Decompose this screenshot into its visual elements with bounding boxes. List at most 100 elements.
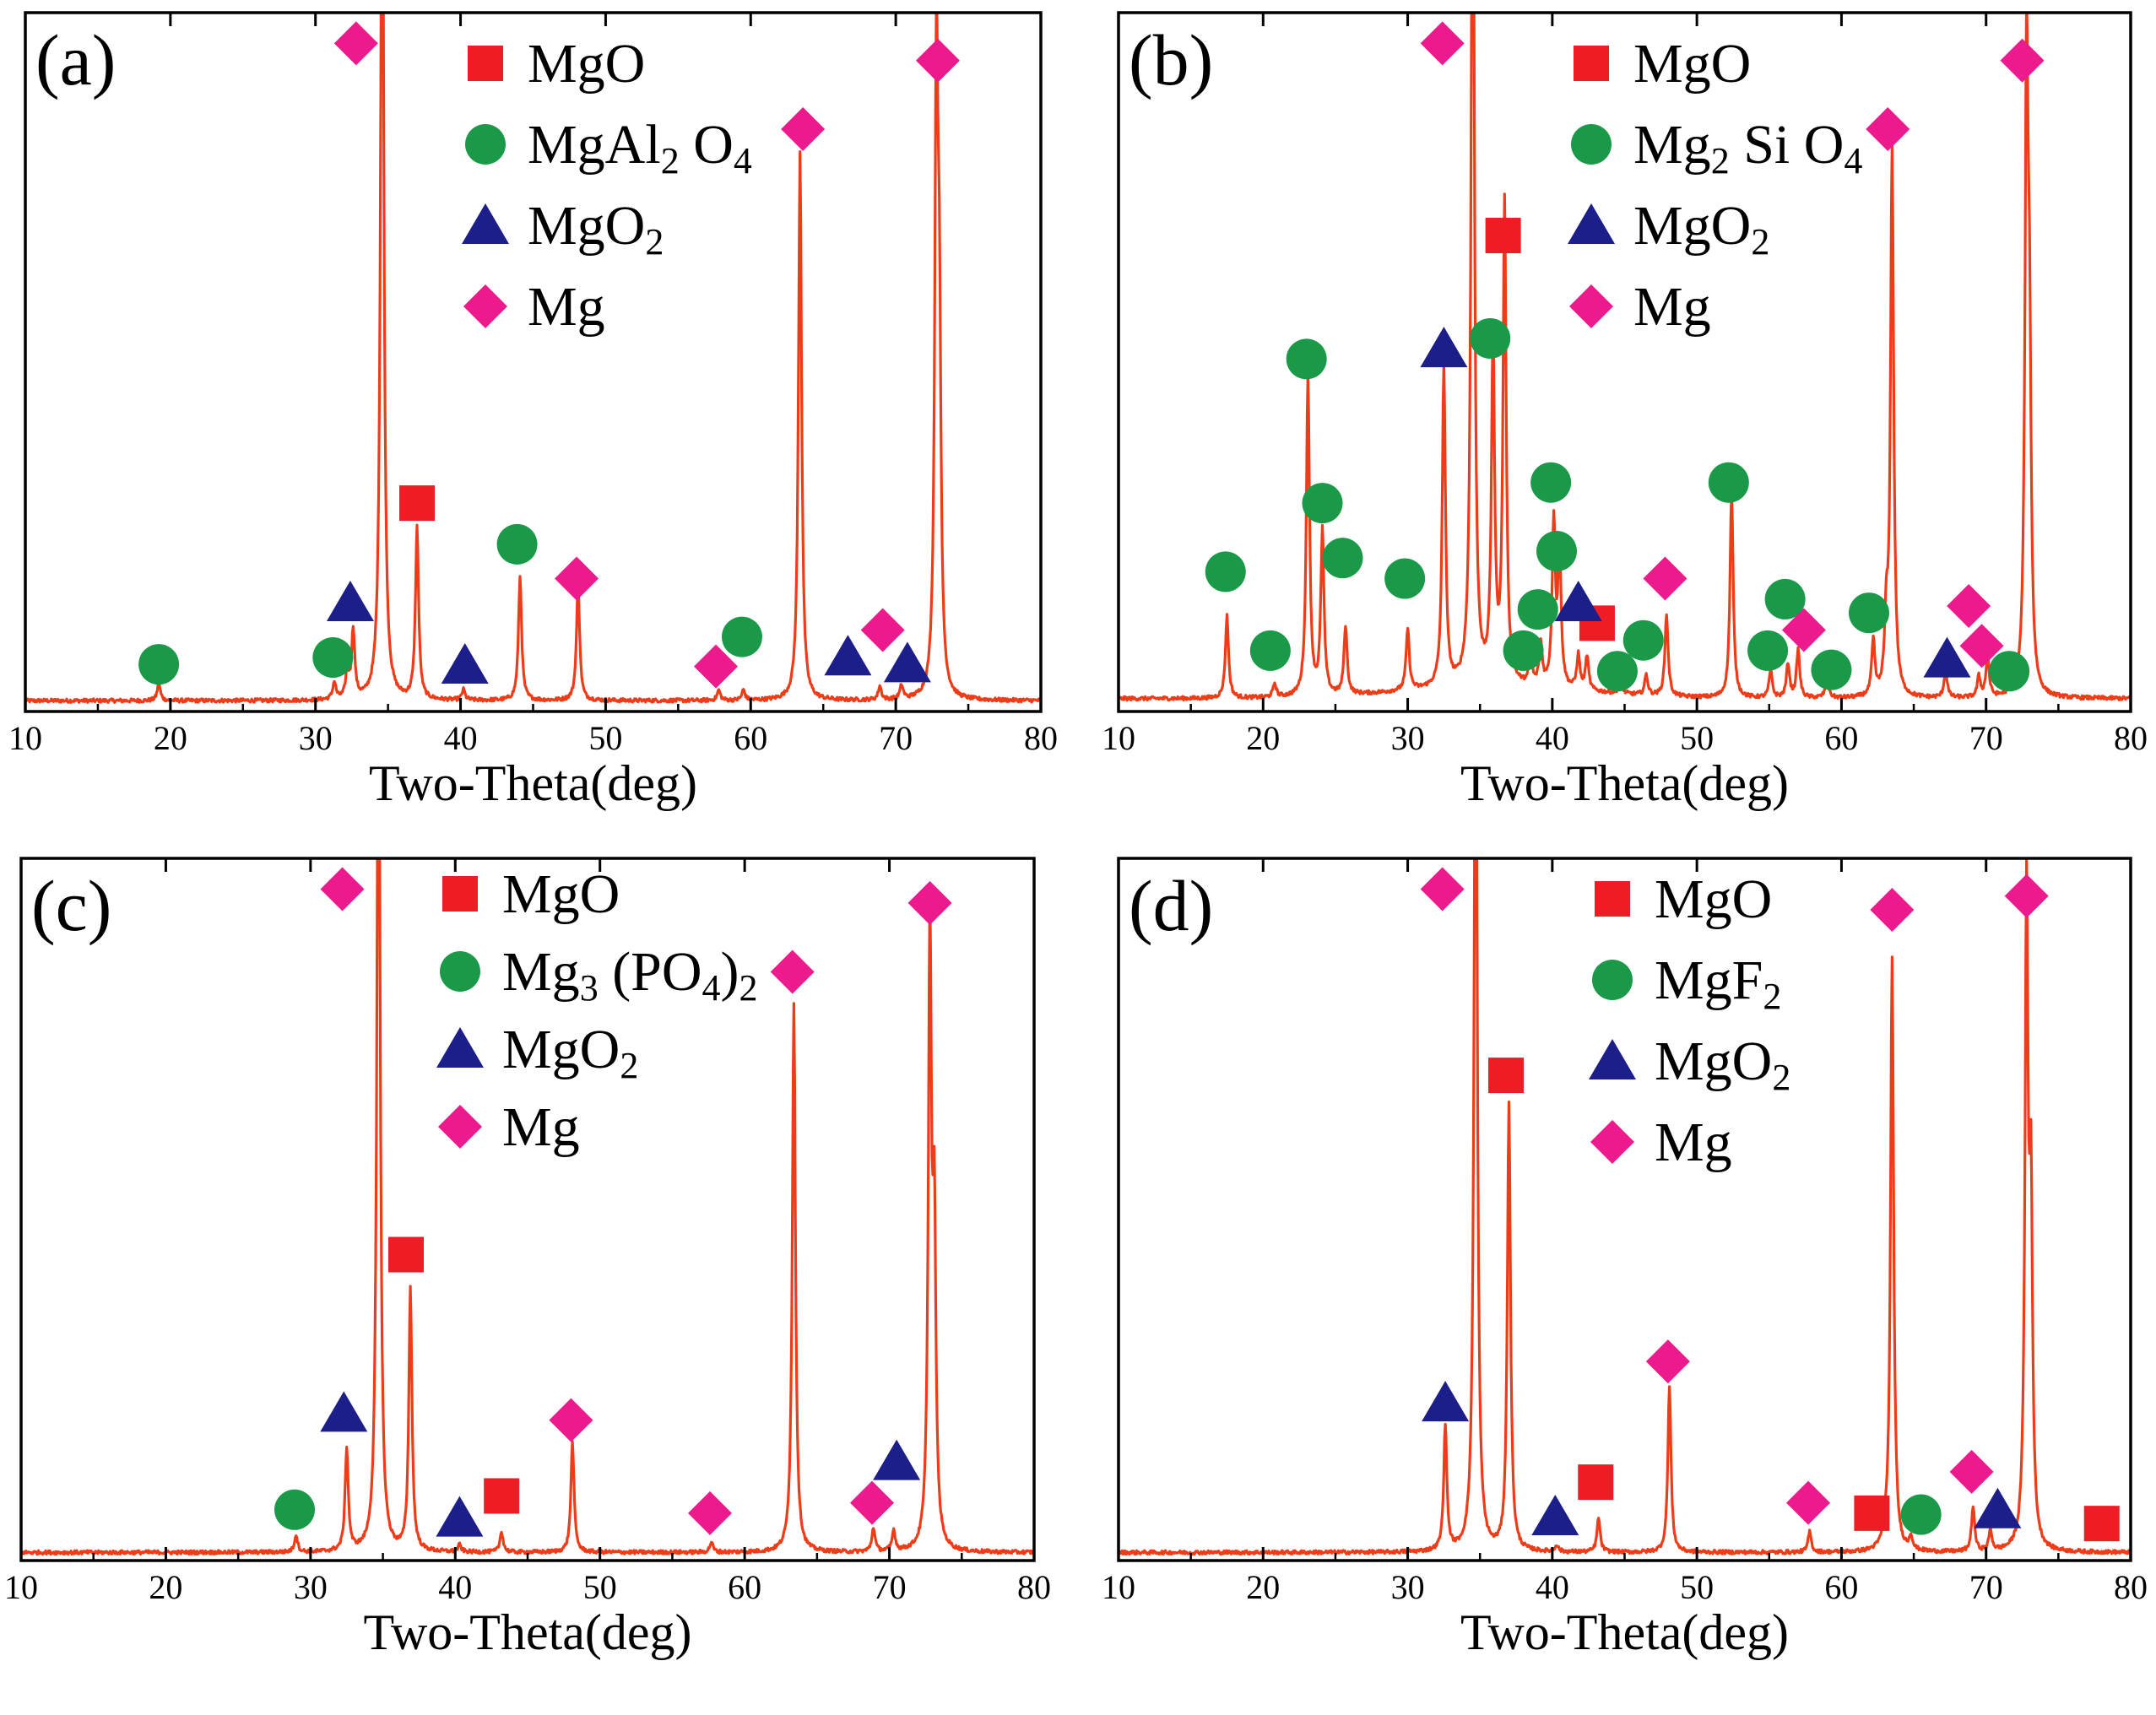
- legend-item: MgF2: [1592, 949, 1781, 1017]
- x-tick-label: 60: [1824, 719, 1858, 757]
- panel-label: (a): [35, 19, 116, 100]
- x-tick-label: 20: [1246, 1568, 1280, 1606]
- x-tick-label: 60: [1824, 1568, 1858, 1606]
- peak-marker-mg: [1781, 608, 1826, 652]
- legend-label: Mg: [502, 1096, 580, 1158]
- x-tick-label: 30: [1391, 1568, 1425, 1606]
- peak-marker-mgal2o4: [138, 644, 180, 685]
- peak-marker-mg: [1866, 107, 1910, 152]
- peak-marker-mgo2: [1974, 1487, 2022, 1528]
- peak-marker-mgo2: [320, 1391, 368, 1432]
- peak-marker-mgal2o4: [721, 616, 762, 657]
- peak-marker-mgo2: [1531, 1494, 1579, 1535]
- x-tick-label: 20: [149, 1568, 182, 1606]
- legend-item: Mg: [463, 276, 605, 338]
- x-tick-label: 80: [1024, 719, 1058, 757]
- legend-label: MgO2: [1655, 1031, 1790, 1098]
- peak-marker-mg2sio4: [1302, 483, 1343, 524]
- x-tick-label: 40: [444, 719, 478, 757]
- peak-marker-mg: [2004, 874, 2049, 918]
- peak-marker-mg: [549, 1398, 593, 1442]
- x-axis-title: Two-Theta(deg): [1460, 755, 1789, 811]
- peak-marker-mgo: [1485, 218, 1521, 254]
- peak-marker-mg: [915, 38, 960, 83]
- peak-marker-mgo2: [824, 635, 872, 676]
- x-tick-label: 70: [1969, 719, 2003, 757]
- panel-a: 10 20 30 40 50 60 70 80 Two-Theta(deg) (a) MgO MgAl…: [8, 11, 1058, 811]
- legend-diamond-marker: [1590, 1120, 1634, 1164]
- peak-marker-mgo: [399, 485, 436, 522]
- x-tick-label: 10: [8, 719, 42, 757]
- peak-marker-mgo2: [441, 642, 489, 684]
- x-tick-label: 40: [1536, 1568, 1569, 1606]
- x-tick-label: 50: [1680, 1568, 1714, 1606]
- peak-marker-mg2sio4: [1286, 338, 1327, 380]
- peak-marker-mgo2: [1554, 580, 1602, 621]
- panel-c: 10 20 30 40 50 60 70 80 Two-Theta(deg) (c) MgO Mg3 …: [4, 857, 1051, 1660]
- peak-marker-mg: [1420, 867, 1465, 912]
- peak-marker-mg: [770, 949, 815, 994]
- x-tick-label: 30: [1391, 719, 1425, 757]
- x-tick-label: 20: [154, 719, 187, 757]
- x-tick-label: 50: [588, 719, 622, 757]
- legend-item: MgAl2 O4: [465, 114, 752, 181]
- x-tick-label: 70: [873, 1568, 907, 1606]
- peak-marker-mg: [1643, 556, 1687, 601]
- peak-marker-mg: [688, 1490, 732, 1535]
- peak-marker-mgo2: [1923, 636, 1971, 678]
- x-tick-label: 70: [879, 719, 913, 757]
- legend-square-marker: [442, 876, 478, 912]
- legend-label: MgF2: [1655, 949, 1781, 1017]
- peak-marker-mg: [1959, 624, 2004, 668]
- peak-marker-mg: [320, 867, 365, 912]
- peak-marker-mg: [1947, 584, 1991, 629]
- peak-marker-mg2sio4: [1517, 589, 1558, 630]
- peak-marker-mg: [1949, 1449, 1994, 1494]
- x-tick-label: 80: [2114, 1568, 2148, 1606]
- peak-marker-mgo2: [883, 641, 931, 683]
- peak-marker-mgo2: [436, 1496, 484, 1537]
- legend-item: Mg3 (PO4)2: [440, 941, 758, 1009]
- legend-item: MgO: [468, 33, 645, 95]
- legend-label: MgO: [1633, 33, 1751, 95]
- x-tick-label: 10: [1102, 719, 1135, 757]
- legend-triangle-marker: [1568, 203, 1615, 244]
- peak-marker-mgo: [388, 1236, 424, 1273]
- legend-circle-marker: [440, 951, 480, 992]
- x-tick-label: 60: [728, 1568, 761, 1606]
- panel-label: (b): [1129, 19, 1213, 100]
- panel-d: 10 20 30 40 50 60 70 80 Two-Theta(deg) (d) MgO MgF2…: [1102, 857, 2148, 1660]
- peak-marker-mgo: [484, 1478, 520, 1514]
- panel-label: (c): [31, 865, 111, 946]
- legend-label: MgO: [502, 863, 620, 925]
- x-tick-label: 10: [1102, 1568, 1135, 1606]
- legend-circle-marker: [1592, 960, 1633, 1000]
- legend-label: Mg2 Si O4: [1633, 114, 1862, 181]
- x-tick-label: 30: [299, 719, 333, 757]
- peak-marker-mg2sio4: [1470, 317, 1511, 359]
- peak-marker-mg2sio4: [1384, 558, 1426, 599]
- peak-marker-mgo: [2083, 1506, 2120, 1542]
- x-tick-label: 40: [1536, 719, 1569, 757]
- peak-marker-mg: [850, 1480, 894, 1525]
- peak-marker-mg: [781, 107, 826, 152]
- peak-marker-mgal2o4: [312, 637, 354, 679]
- peak-marker-mg3po42: [274, 1489, 315, 1530]
- legend-circle-marker: [465, 124, 506, 165]
- legend-label: Mg: [1655, 1112, 1732, 1173]
- legend-label: MgAl2 O4: [528, 114, 752, 181]
- peak-marker-mg2sio4: [1322, 538, 1363, 579]
- x-axis-title: Two-Theta(deg): [369, 755, 697, 811]
- peak-marker-mg2sio4: [1708, 462, 1749, 503]
- x-tick-label: 20: [1246, 719, 1280, 757]
- legend-label: Mg: [528, 276, 605, 338]
- panel-b: 10 20 30 40 50 60 70 80 Two-Theta(deg) (b) MgO Mg2 …: [1102, 11, 2148, 811]
- peak-marker-mg: [860, 608, 905, 652]
- peak-marker-mg: [1645, 1339, 1690, 1384]
- plot-frame-d: [1117, 857, 2132, 1562]
- peak-marker-mgo2: [326, 580, 374, 621]
- peak-marker-mg2sio4: [1764, 578, 1806, 619]
- peak-marker-mgo: [1488, 1058, 1525, 1094]
- legend-diamond-marker: [438, 1105, 482, 1149]
- peak-marker-mg2sio4: [1811, 649, 1852, 690]
